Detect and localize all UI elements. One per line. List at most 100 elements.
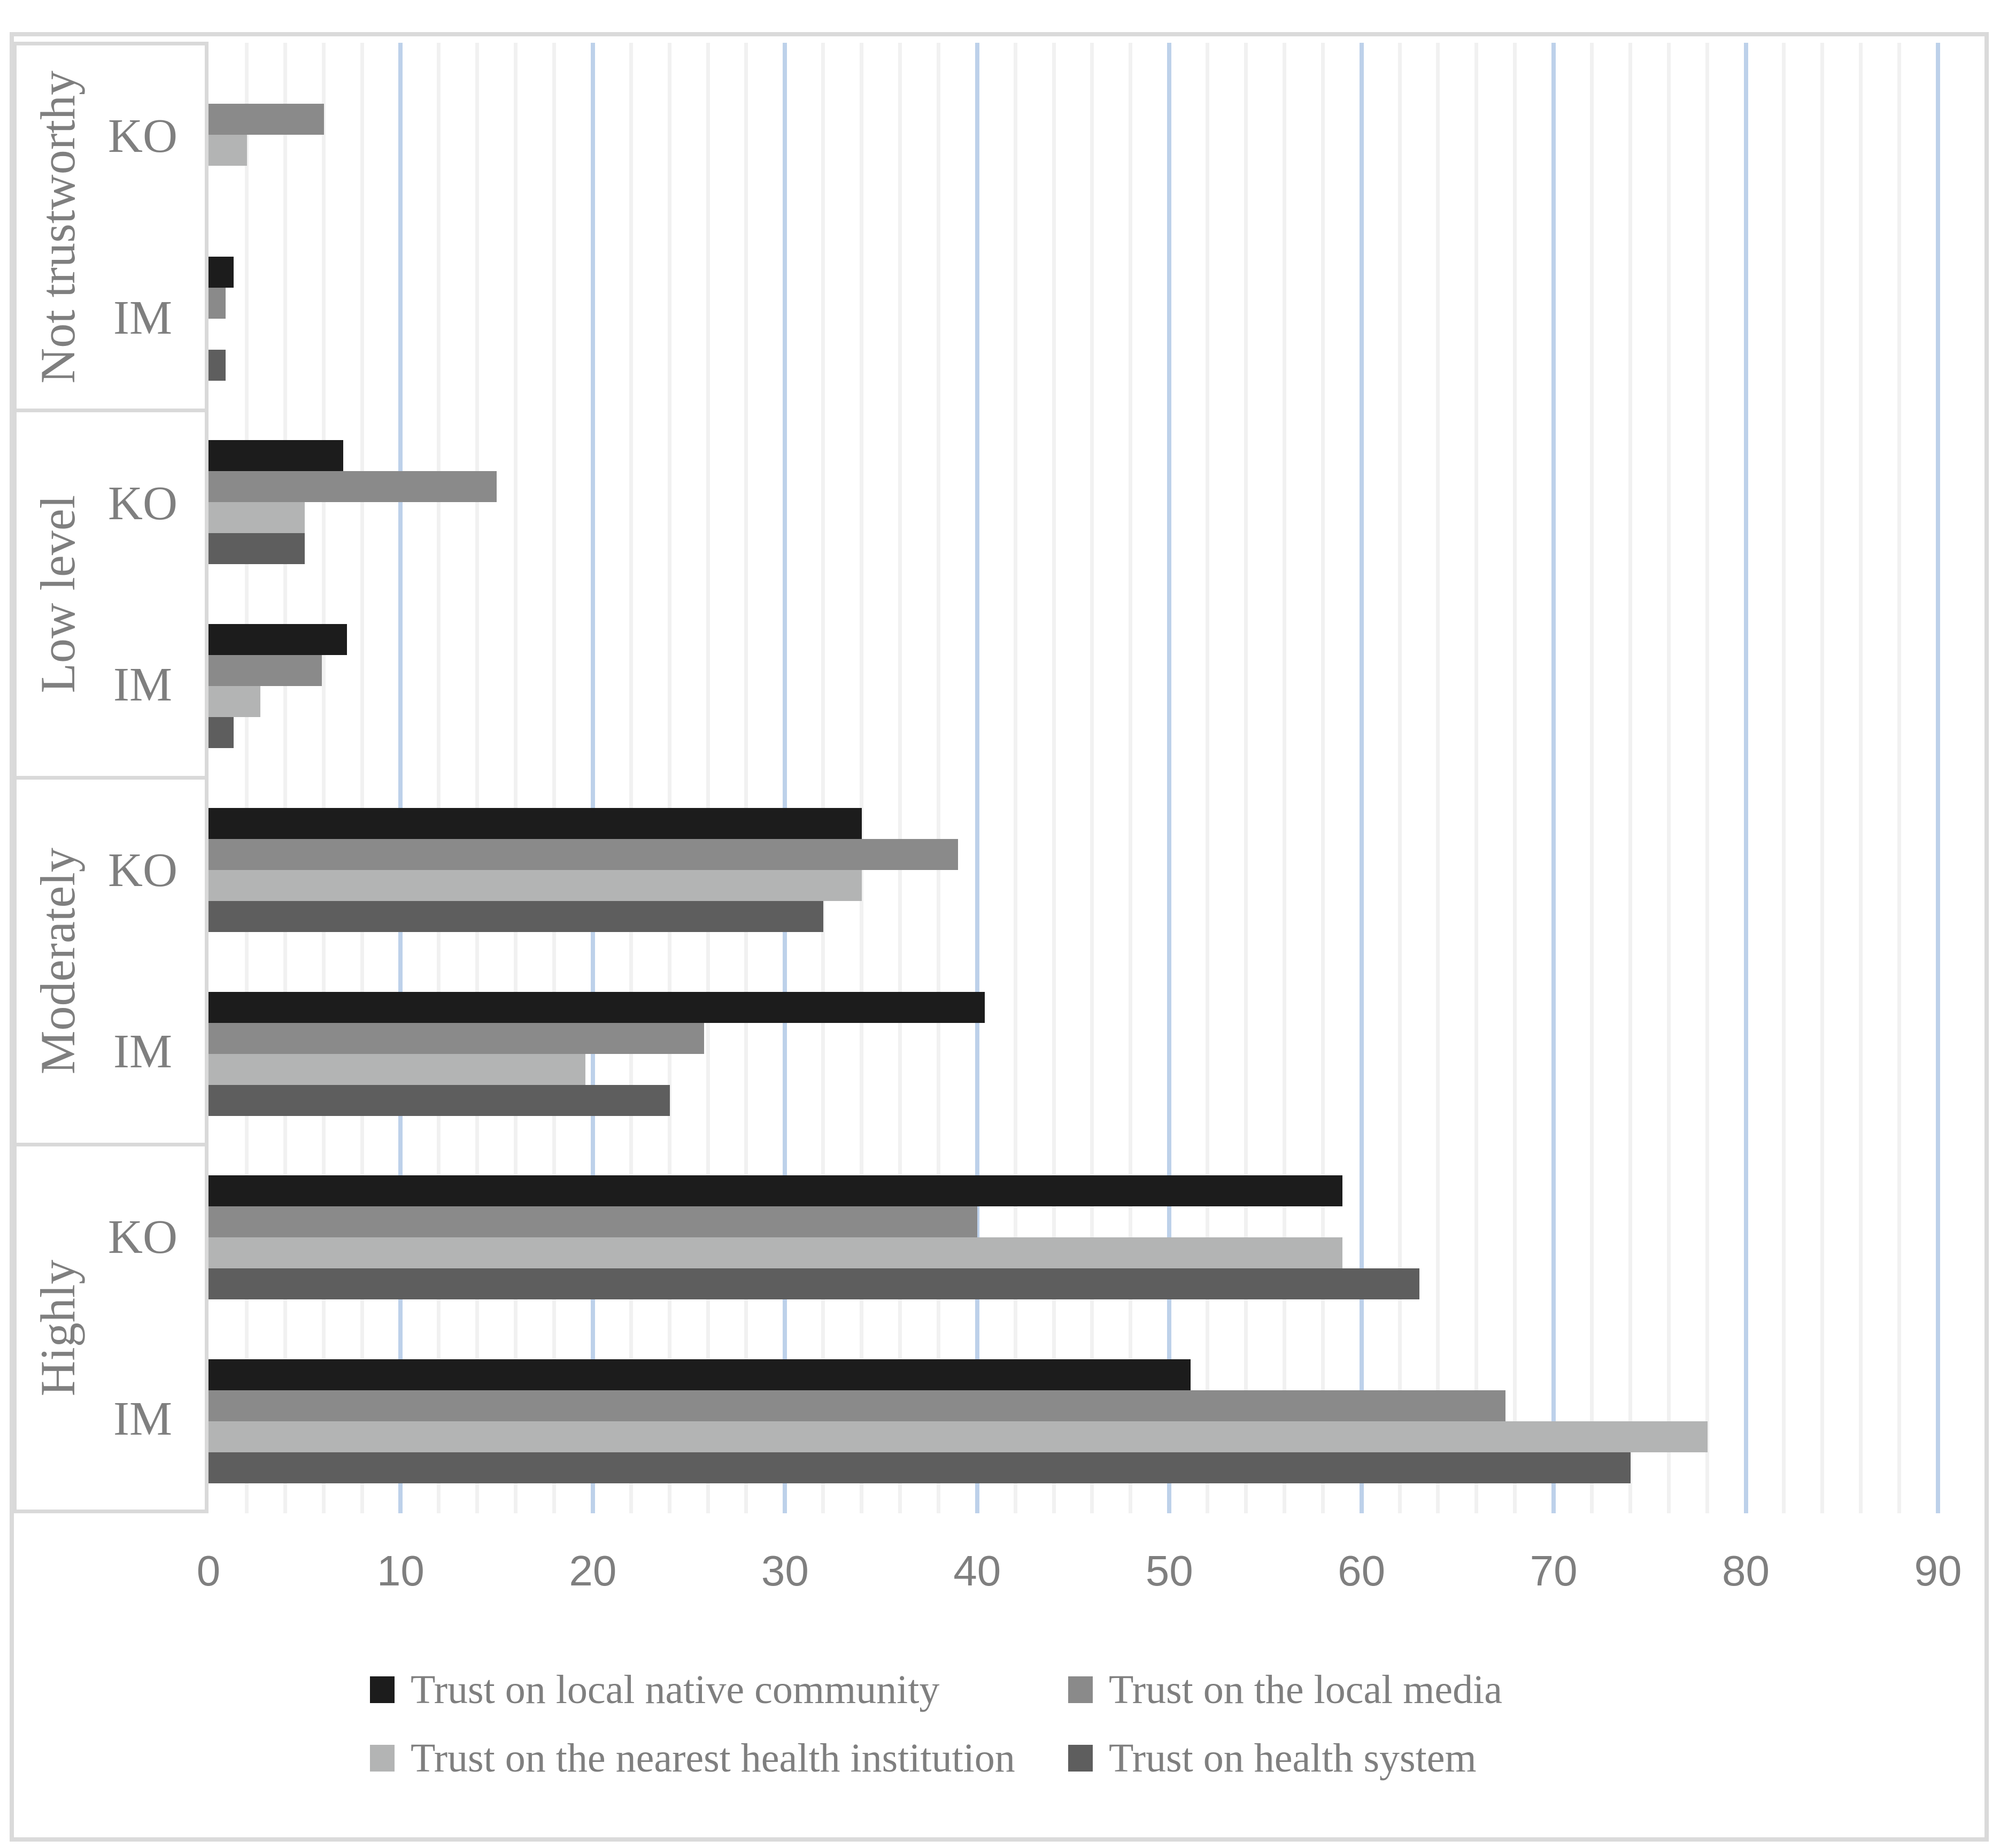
gridline-minor [1705,43,1709,1513]
gridline-major [590,43,595,1513]
x-axis-tick-label: 90 [1914,1547,1962,1595]
bar [209,838,958,870]
gridline-major [1167,43,1172,1513]
gridline-minor [1474,43,1479,1513]
gridline-minor [706,43,710,1513]
category-group-cell: Moderately KO IM [17,780,205,1146]
bar [209,533,305,565]
gridline-minor [437,43,441,1513]
legend-item: Trust on the nearest health institution [370,1726,1015,1790]
x-axis-tick-label: 0 [196,1547,221,1595]
legend-item: Trust on health system [1068,1726,1477,1790]
x-axis-tick-label: 20 [569,1547,617,1595]
subcategory-label: IM [113,1025,172,1079]
bar [209,807,862,839]
gridline-major [1936,43,1940,1513]
subcategory-label: KO [108,843,177,897]
bar [209,1022,705,1054]
gridline-minor [744,43,748,1513]
bar [209,1175,1342,1207]
category-group-label: Low level [30,495,85,694]
gridline-minor [1013,43,1017,1513]
bar [209,1359,1191,1391]
x-axis-tick-label: 60 [1338,1547,1386,1595]
legend-label: Trust on the local media [1109,1667,1502,1712]
gridline-major [398,43,403,1513]
bar [209,686,261,718]
category-group-label: Moderately [30,848,85,1075]
bar [209,717,234,749]
gridline-minor [860,43,864,1513]
category-group-cell: Highly KO IM [17,1146,205,1510]
gridline-minor [321,43,326,1513]
legend-swatch [1068,1745,1093,1772]
chart-frame [10,32,1989,1842]
bar [209,1390,1506,1422]
category-group-cell: Low level KO IM [17,412,205,780]
subcategory-labels: KO IM [81,45,205,409]
gridline-minor [1090,43,1094,1513]
bar [209,502,305,534]
bar [209,287,226,319]
bar [209,256,234,288]
gridline-minor [1513,43,1517,1513]
bar [209,624,347,656]
gridline-minor [475,43,480,1513]
bar [209,1237,1342,1269]
category-group-label: Highly [30,1259,85,1397]
gridline-minor [1436,43,1440,1513]
bar [209,1452,1631,1484]
gridline-minor [1859,43,1863,1513]
bar [209,103,324,135]
gridline-minor [1206,43,1210,1513]
bar [209,440,343,472]
plot-area [209,43,1940,1513]
gridline-major [783,43,787,1513]
legend-swatch [370,1676,395,1703]
gridline-minor [667,43,671,1513]
legend-swatch [370,1745,395,1772]
x-axis-tick-label: 40 [953,1547,1001,1595]
gridline-minor [821,43,825,1513]
gridline-minor [360,43,364,1513]
legend-label: Trust on the nearest health institution [411,1735,1015,1781]
gridline-minor [1782,43,1786,1513]
category-group-cell: Not trustworthy KO IM [17,45,205,413]
bar [209,655,322,687]
bar [209,869,862,901]
x-axis-tick-label: 70 [1530,1547,1578,1595]
subcategory-label: IM [113,291,172,344]
gridline-minor [1282,43,1286,1513]
gridline-minor [1820,43,1825,1513]
subcategory-labels: KO IM [81,1146,205,1510]
subcategory-label: KO [108,476,177,530]
gridline-minor [898,43,902,1513]
bar [209,349,226,381]
subcategory-label: IM [113,1392,172,1445]
subcategory-label: KO [108,110,177,163]
bar [209,1421,1708,1453]
x-axis-tick-label: 80 [1722,1547,1770,1595]
gridline-minor [283,43,287,1513]
legend-label: Trust on local native community [411,1667,940,1712]
gridline-minor [1666,43,1671,1513]
gridline-minor [629,43,633,1513]
gridline-minor [552,43,556,1513]
gridline-minor [1052,43,1056,1513]
x-axis-tick-label: 50 [1145,1547,1193,1595]
gridline-minor [1397,43,1402,1513]
gridline-minor [514,43,518,1513]
bar [209,991,985,1023]
bar [209,1206,977,1238]
legend-item: Trust on local native community [370,1658,939,1722]
bar [209,1268,1419,1300]
gridline-minor [244,43,249,1513]
gridline-minor [1129,43,1133,1513]
subcategory-labels: KO IM [81,780,205,1143]
subcategory-label: KO [108,1211,177,1264]
gridline-major [975,43,979,1513]
bar [209,1053,585,1085]
legend-swatch [1068,1676,1093,1703]
subcategory-labels: KO IM [81,412,205,775]
